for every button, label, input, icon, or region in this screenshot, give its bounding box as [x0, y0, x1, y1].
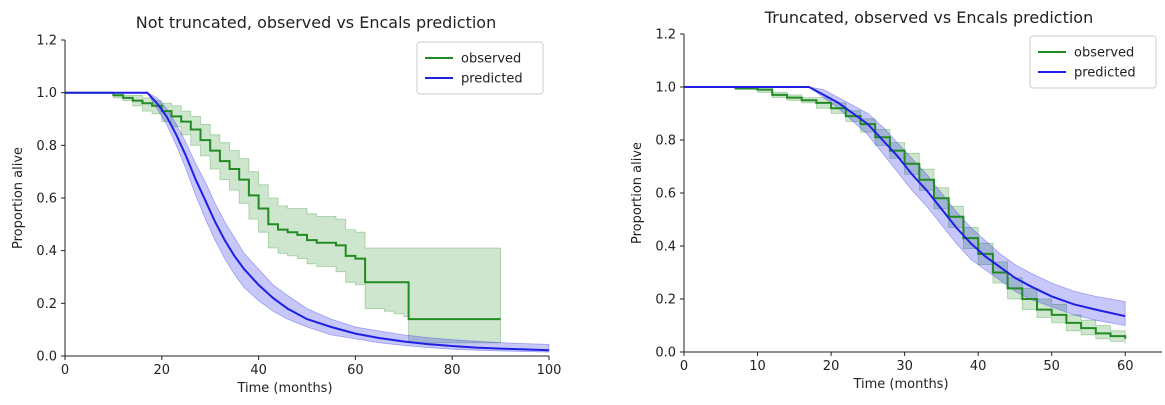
- x-tick-label: 60: [347, 363, 364, 378]
- x-tick-label: 20: [823, 359, 840, 374]
- y-tick-label: 0.2: [36, 297, 57, 312]
- legend-label-observed: observed: [461, 52, 521, 67]
- y-tick-label: 0.8: [36, 139, 57, 154]
- y-tick-label: 1.0: [36, 86, 57, 101]
- x-tick-label: 80: [444, 363, 461, 378]
- x-axis-label: Time (months): [236, 381, 332, 396]
- x-tick-label: 100: [537, 363, 562, 378]
- y-tick-label: 0.2: [655, 293, 676, 308]
- x-tick-label: 10: [749, 359, 766, 374]
- y-tick-label: 0.0: [655, 346, 676, 361]
- chart-title: Not truncated, observed vs Encals predic…: [136, 13, 496, 32]
- confidence-band-observed: [684, 86, 1126, 345]
- legend-box: [416, 41, 544, 95]
- chart-title: Truncated, observed vs Encals prediction: [764, 8, 1093, 27]
- legend-box: [1029, 35, 1157, 89]
- chart-panel-not-truncated: Not truncated, observed vs Encals predic…: [11, 13, 561, 396]
- x-tick-label: 50: [1043, 359, 1060, 374]
- y-tick-label: 0.8: [655, 134, 676, 149]
- x-tick-label: 60: [1117, 359, 1134, 374]
- y-axis-label: Proportion alive: [11, 147, 26, 249]
- series-line-observed: [65, 91, 501, 321]
- x-axis-label: Time (months): [852, 377, 948, 392]
- x-tick-label: 0: [61, 363, 69, 378]
- y-tick-label: 0.0: [36, 350, 57, 365]
- legend-label-observed: observed: [1074, 46, 1134, 61]
- y-tick-label: 0.4: [36, 244, 57, 259]
- series-line-predicted: [65, 91, 550, 352]
- confidence-band-predicted: [684, 86, 1126, 326]
- y-tick-label: 1.2: [655, 28, 676, 43]
- y-tick-label: 1.0: [655, 81, 676, 96]
- x-tick-label: 0: [680, 359, 688, 374]
- x-tick-label: 40: [970, 359, 987, 374]
- x-tick-label: 30: [896, 359, 913, 374]
- y-tick-label: 0.6: [36, 192, 57, 207]
- series-line-observed: [684, 86, 1127, 339]
- y-axis-label: Proportion alive: [630, 142, 645, 244]
- x-tick-label: 40: [250, 363, 267, 378]
- series-line-predicted: [684, 86, 1126, 318]
- chart-panel-truncated: Truncated, observed vs Encals prediction…: [630, 8, 1162, 392]
- x-tick-label: 20: [154, 363, 171, 378]
- y-tick-label: 1.2: [36, 34, 57, 49]
- confidence-band-observed: [65, 92, 501, 344]
- y-tick-label: 0.6: [655, 187, 676, 202]
- legend-label-predicted: predicted: [461, 72, 523, 87]
- y-tick-label: 0.4: [655, 240, 676, 255]
- legend-label-predicted: predicted: [1074, 66, 1136, 81]
